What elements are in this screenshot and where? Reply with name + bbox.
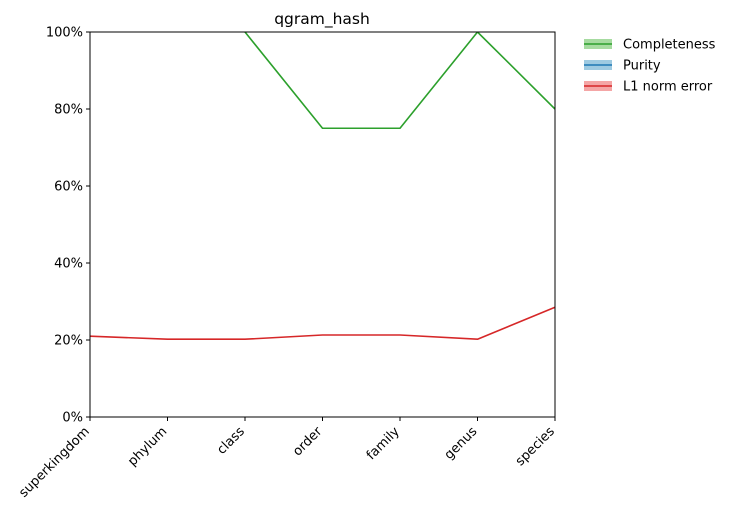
legend: Completeness Purity L1 norm error bbox=[584, 38, 716, 95]
series-line-completeness bbox=[244, 32, 555, 130]
y-axis: 0% 20% 40% 60% 80% 100% bbox=[46, 26, 90, 426]
y-tick-label: 100% bbox=[46, 26, 83, 41]
y-tick-label: 0% bbox=[62, 411, 83, 426]
y-tick-label: 80% bbox=[54, 103, 83, 118]
chart-title: qgram_hash bbox=[274, 10, 370, 29]
y-tick-label: 60% bbox=[54, 180, 83, 195]
x-tick-label: order bbox=[290, 424, 326, 460]
x-tick-label: species bbox=[513, 424, 558, 469]
x-tick-label: class bbox=[214, 424, 248, 458]
x-tick-label: genus bbox=[442, 424, 481, 463]
y-tick-label: 20% bbox=[54, 334, 83, 349]
x-tick-label: family bbox=[364, 424, 403, 463]
y-tick-label: 40% bbox=[54, 257, 83, 272]
series-layer bbox=[90, 32, 555, 341]
legend-item-purity: Purity bbox=[584, 59, 661, 74]
x-tick-label: superkingdom bbox=[16, 424, 92, 500]
x-tick-label: phylum bbox=[125, 424, 170, 469]
series-line-l1-norm-error bbox=[90, 306, 555, 341]
plot-frame bbox=[89, 31, 556, 418]
x-axis: superkingdom phylum class order family genus s… bbox=[16, 417, 558, 501]
legend-item-completeness: Completeness bbox=[584, 38, 716, 53]
legend-label: L1 norm error bbox=[623, 80, 713, 95]
legend-label: Completeness bbox=[623, 38, 716, 53]
legend-item-l1-norm-error: L1 norm error bbox=[584, 80, 713, 95]
legend-label: Purity bbox=[623, 59, 661, 74]
